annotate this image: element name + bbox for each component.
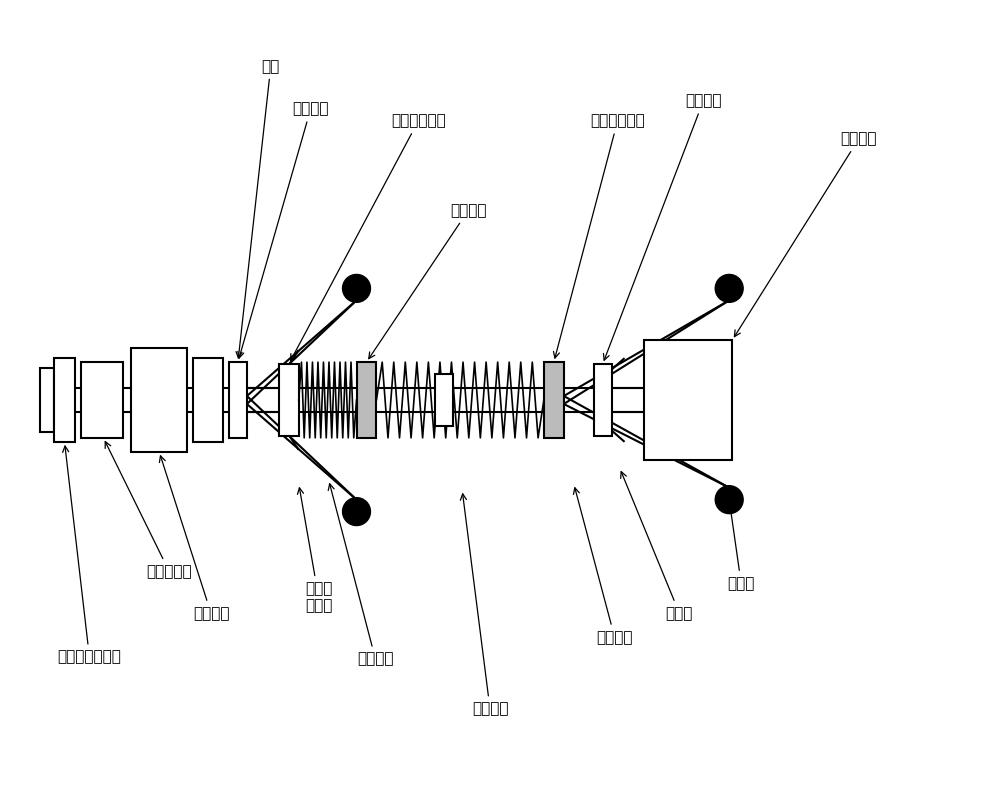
Bar — [357, 362, 376, 438]
Text: 第二滑动挡圈: 第二滑动挡圈 — [553, 113, 645, 358]
Bar — [229, 362, 247, 438]
Text: 主轴: 主轴 — [236, 59, 280, 358]
Bar — [279, 364, 299, 436]
Bar — [193, 358, 223, 442]
Bar — [644, 340, 732, 460]
Text: 导电滑环: 导电滑环 — [159, 456, 229, 621]
Text: 第一挡圈: 第一挡圈 — [369, 203, 486, 359]
Circle shape — [343, 497, 370, 525]
Text: 连接法兰: 连接法兰 — [734, 132, 877, 336]
Circle shape — [343, 274, 370, 302]
Text: 第二弹簧: 第二弹簧 — [460, 494, 508, 717]
Text: 第三挡圈: 第三挡圈 — [603, 93, 722, 360]
Text: 传感器底座: 传感器底座 — [105, 442, 192, 579]
Text: 激光位移传感器: 激光位移传感器 — [57, 446, 121, 665]
Bar — [594, 364, 612, 436]
Bar — [131, 348, 187, 452]
Bar — [81, 362, 123, 438]
Bar — [40, 368, 54, 432]
Text: 第一弹簧: 第一弹簧 — [328, 484, 394, 666]
Text: 第二挡圈: 第二挡圈 — [238, 101, 329, 358]
Circle shape — [715, 274, 743, 302]
Circle shape — [715, 485, 743, 513]
Bar — [544, 362, 564, 438]
Text: 活动支杆: 活动支杆 — [573, 488, 633, 645]
Text: 第一滑动挡圈: 第一滑动挡圈 — [291, 113, 446, 360]
Text: 支撑轮: 支撑轮 — [727, 504, 755, 591]
Text: 旋转步
进电机: 旋转步 进电机 — [297, 488, 332, 614]
Bar — [54, 358, 75, 442]
Text: 支撑杆: 支撑杆 — [621, 472, 693, 621]
Bar — [435, 374, 453, 426]
